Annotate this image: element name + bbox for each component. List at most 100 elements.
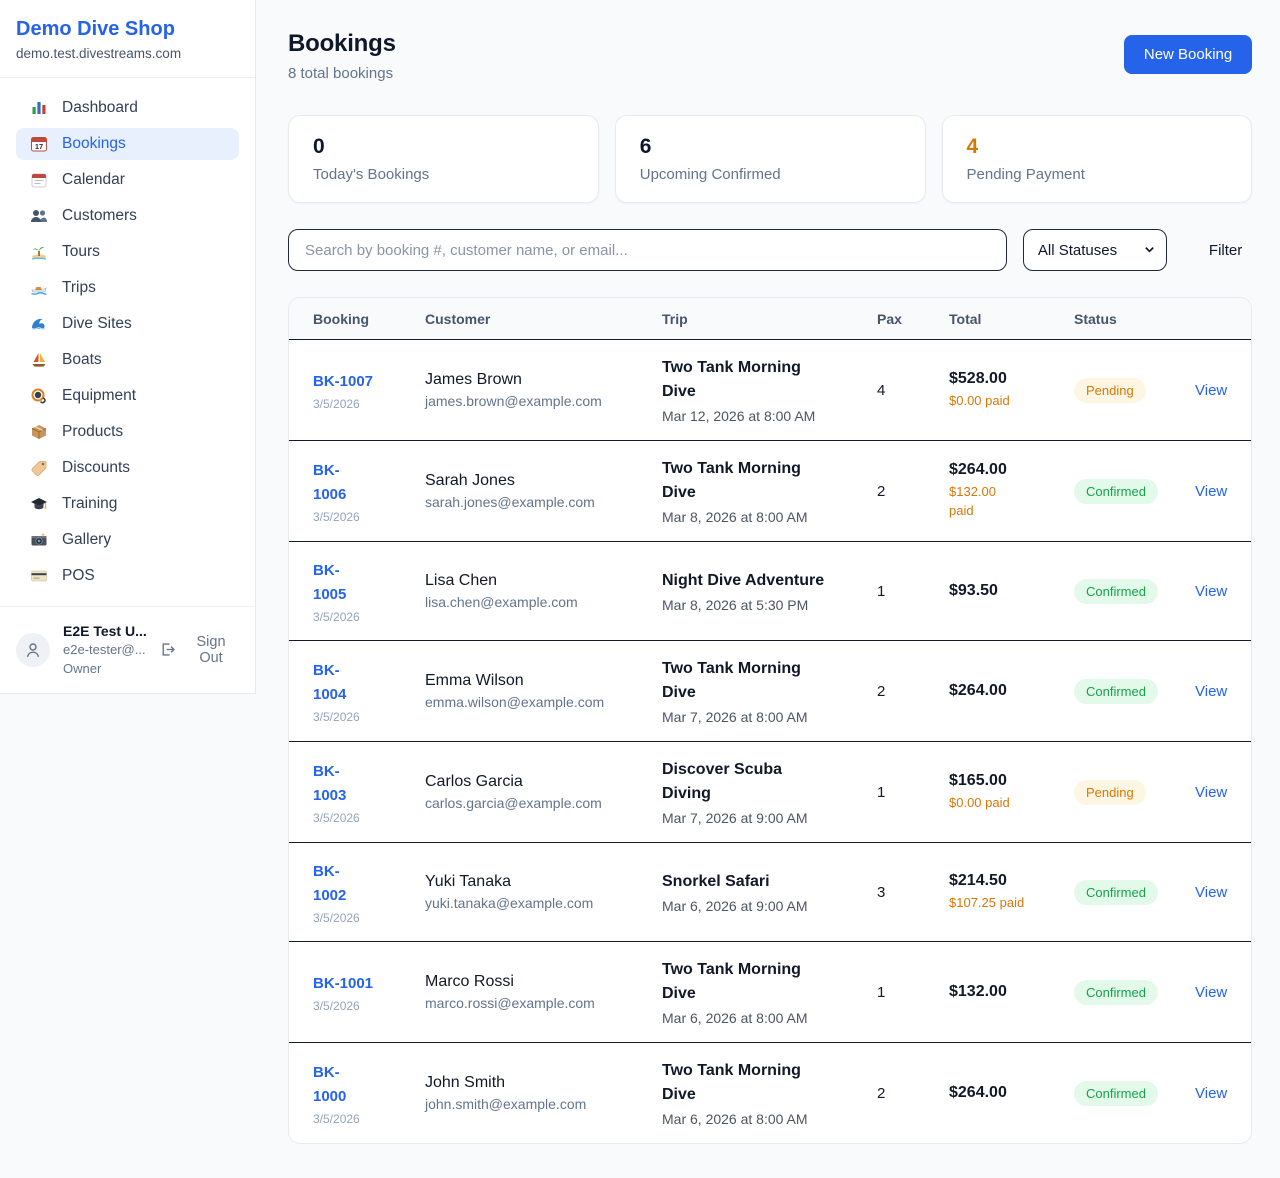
sidebar-item-calendar[interactable]: Calendar — [16, 164, 239, 196]
sidebar-item-boats[interactable]: Boats — [16, 344, 239, 376]
stat-card-pending-payment: 4 Pending Payment — [941, 115, 1253, 203]
sidebar-item-bookings[interactable]: 17 Bookings — [16, 128, 239, 160]
bookings-table: Booking Customer Trip Pax Total Status B… — [288, 297, 1253, 1144]
sidebar-item-discounts[interactable]: Discounts — [16, 452, 239, 484]
sidebar-item-gallery[interactable]: Gallery — [16, 524, 239, 556]
view-link[interactable]: View — [1195, 582, 1228, 600]
sidebar-item-pos[interactable]: POS — [16, 560, 239, 592]
sidebar-item-trips[interactable]: Trips — [16, 272, 239, 304]
view-link[interactable]: View — [1195, 482, 1228, 500]
view-link[interactable]: View — [1195, 983, 1228, 1001]
booking-cell: BK- 1005 3/5/2026 — [313, 559, 425, 624]
sidebar-item-customers[interactable]: Customers — [16, 200, 239, 232]
sidebar-nav: Dashboard 17 Bookings Calendar Customers Tour… — [0, 78, 255, 606]
trip-cell: Two Tank Morning Dive Mar 12, 2026 at 8:… — [662, 356, 877, 424]
sidebar-item-label: Boats — [62, 351, 102, 368]
sidebar-item-label: Gallery — [62, 531, 112, 548]
booking-number-link[interactable]: BK-1001 — [313, 974, 374, 992]
trip-datetime: Mar 7, 2026 at 9:00 AM — [662, 810, 808, 826]
sidebar-item-label: Discounts — [62, 459, 131, 476]
booking-date: 3/5/2026 — [313, 396, 360, 411]
sidebar-item-equipment[interactable]: Equipment — [16, 380, 239, 412]
view-link[interactable]: View — [1195, 883, 1228, 901]
total-cell: $214.50 $107.25 paid — [949, 872, 1074, 913]
paid-amount: $0.00 paid — [949, 794, 1010, 810]
search-input[interactable] — [288, 229, 1007, 271]
sidebar-item-label: Training — [62, 495, 118, 512]
sidebar-item-products[interactable]: Products — [16, 416, 239, 448]
trip-cell: Snorkel Safari Mar 6, 2026 at 9:00 AM — [662, 870, 877, 914]
page-header: Bookings 8 total bookings New Booking — [288, 30, 1253, 82]
tours-icon — [30, 243, 48, 261]
sidebar-item-label: Customers — [62, 207, 137, 224]
customer-cell: Marco Rossi marco.rossi@example.com — [425, 973, 662, 1011]
sign-out-button[interactable]: Sign Out — [159, 634, 239, 666]
customer-cell: Lisa Chen lisa.chen@example.com — [425, 572, 662, 610]
sidebar-item-training[interactable]: Training — [16, 488, 239, 520]
trip-name: Two Tank Morning Dive — [662, 660, 801, 701]
customer-email: lisa.chen@example.com — [425, 594, 578, 610]
booking-date: 3/5/2026 — [313, 810, 360, 825]
total-cell: $132.00 — [949, 983, 1074, 1001]
view-link[interactable]: View — [1195, 1084, 1228, 1102]
table-row: BK- 1003 3/5/2026 Carlos Garcia carlos.g… — [289, 742, 1252, 843]
total-amount: $132.00 — [949, 983, 1007, 1000]
pax-count: 1 — [877, 783, 886, 801]
booking-cell: BK- 1004 3/5/2026 — [313, 659, 425, 724]
trip-datetime: Mar 6, 2026 at 8:00 AM — [662, 1111, 808, 1127]
pax-count: 3 — [877, 883, 886, 901]
pos-icon — [30, 567, 48, 585]
sidebar-item-label: Products — [62, 423, 124, 440]
total-cell: $264.00 — [949, 682, 1074, 700]
stat-card-upcoming-confirmed: 6 Upcoming Confirmed — [614, 115, 926, 203]
customer-email: john.smith@example.com — [425, 1096, 587, 1112]
stat-label: Upcoming Confirmed — [639, 166, 781, 183]
status-select[interactable]: All Statuses — [1022, 229, 1167, 271]
booking-number-link[interactable]: BK-1007 — [313, 372, 374, 390]
customer-name: Sarah Jones — [425, 472, 515, 489]
new-booking-button[interactable]: New Booking — [1123, 35, 1253, 74]
trip-name: Two Tank Morning Dive — [662, 460, 801, 501]
booking-cell: BK- 1002 3/5/2026 — [313, 860, 425, 925]
booking-number-link[interactable]: BK- 1005 — [313, 561, 347, 603]
booking-date: 3/5/2026 — [313, 998, 360, 1013]
view-link[interactable]: View — [1195, 783, 1228, 801]
gallery-icon — [30, 531, 48, 549]
sidebar-item-tours[interactable]: Tours — [16, 236, 239, 268]
view-link[interactable]: View — [1195, 381, 1228, 399]
customer-email: yuki.tanaka@example.com — [425, 895, 594, 911]
pax-count: 2 — [877, 682, 886, 700]
trip-cell: Two Tank Morning Dive Mar 6, 2026 at 8:0… — [662, 958, 877, 1026]
customer-cell: Sarah Jones sarah.jones@example.com — [425, 472, 662, 510]
booking-number-link[interactable]: BK- 1004 — [313, 661, 347, 703]
stat-card-todays-bookings: 0 Today's Bookings — [288, 115, 599, 203]
sidebar-item-label: Calendar — [62, 171, 125, 188]
booking-number-link[interactable]: BK- 1002 — [313, 862, 347, 904]
booking-number-link[interactable]: BK- 1006 — [313, 461, 347, 503]
status-badge: Pending — [1074, 779, 1146, 805]
trip-name: Two Tank Morning Dive — [662, 1062, 801, 1103]
total-amount: $165.00 — [949, 771, 1007, 789]
sidebar-item-dashboard[interactable]: Dashboard — [16, 92, 239, 124]
booking-number-link[interactable]: BK- 1000 — [313, 1063, 347, 1105]
status-cell: Confirmed — [1074, 578, 1195, 604]
customer-name: Lisa Chen — [425, 572, 498, 589]
pax-count: 2 — [877, 482, 886, 500]
sidebar-item-dive-sites[interactable]: Dive Sites — [16, 308, 239, 340]
customer-cell: James Brown james.brown@example.com — [425, 371, 662, 409]
table-row: BK- 1005 3/5/2026 Lisa Chen lisa.chen@ex… — [289, 542, 1252, 641]
stat-label: Today's Bookings — [313, 166, 430, 183]
filter-button[interactable]: Filter — [1199, 234, 1252, 267]
shop-name: Demo Dive Shop — [16, 18, 175, 40]
view-link[interactable]: View — [1195, 682, 1228, 700]
stat-label: Pending Payment — [966, 166, 1085, 183]
filter-row: All Statuses Filter — [288, 229, 1252, 271]
booking-number-link[interactable]: BK- 1003 — [313, 762, 347, 804]
total-amount: $264.00 — [949, 682, 1007, 699]
customer-email: james.brown@example.com — [425, 393, 602, 409]
booking-date: 3/5/2026 — [313, 509, 360, 524]
customer-name: Marco Rossi — [425, 973, 514, 990]
customer-cell: Emma Wilson emma.wilson@example.com — [425, 672, 662, 710]
trip-datetime: Mar 8, 2026 at 8:00 AM — [662, 509, 808, 525]
